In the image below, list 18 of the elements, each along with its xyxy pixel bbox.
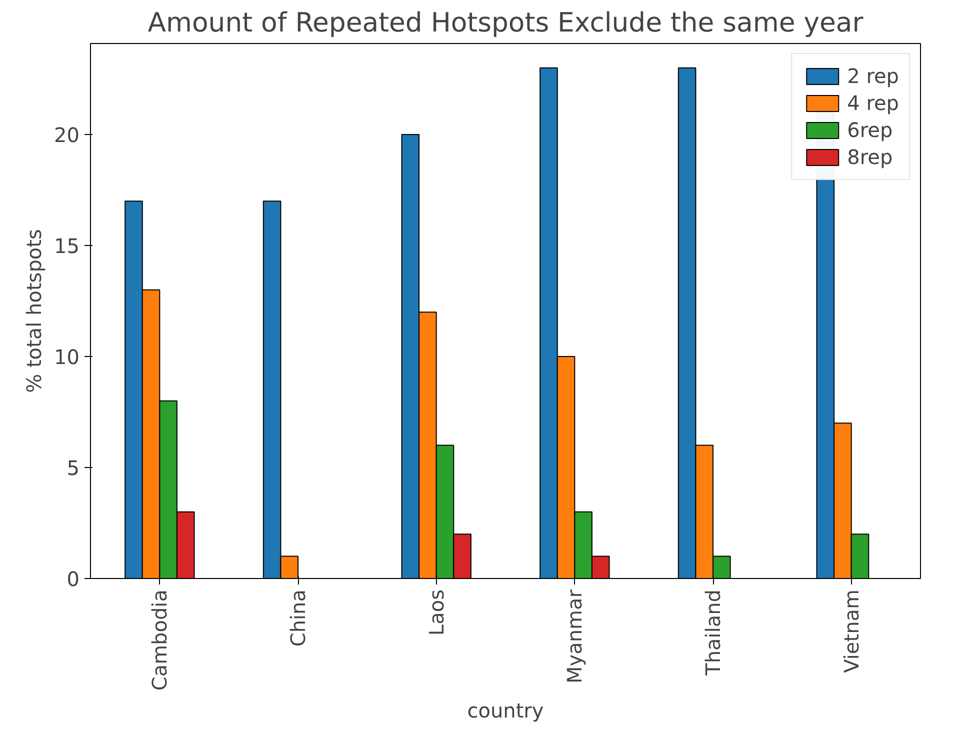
legend-label: 6rep: [847, 118, 893, 142]
x-tick-label: Myanmar: [562, 588, 587, 684]
y-tick-label: 15: [54, 234, 80, 258]
x-tick-label: Vietnam: [839, 590, 864, 673]
y-tick-label: 0: [66, 567, 80, 591]
legend-label: 2 rep: [847, 64, 899, 88]
y-axis-title: % total hotspots: [22, 229, 46, 393]
x-axis-title: country: [467, 698, 544, 723]
legend-label: 8rep: [847, 145, 893, 169]
legend-label: 4 rep: [847, 91, 899, 115]
chart-title: Amount of Repeated Hotspots Exclude the same year: [148, 8, 864, 38]
x-tick-label: Thailand: [701, 590, 725, 676]
x-tick-label: Cambodia: [148, 589, 172, 691]
x-tick-label: China: [286, 589, 310, 647]
x-tick-label: Laos: [424, 589, 448, 636]
y-tick-label: 5: [66, 456, 80, 480]
y-tick-label: 20: [54, 123, 80, 148]
y-tick-label: 10: [54, 345, 80, 370]
